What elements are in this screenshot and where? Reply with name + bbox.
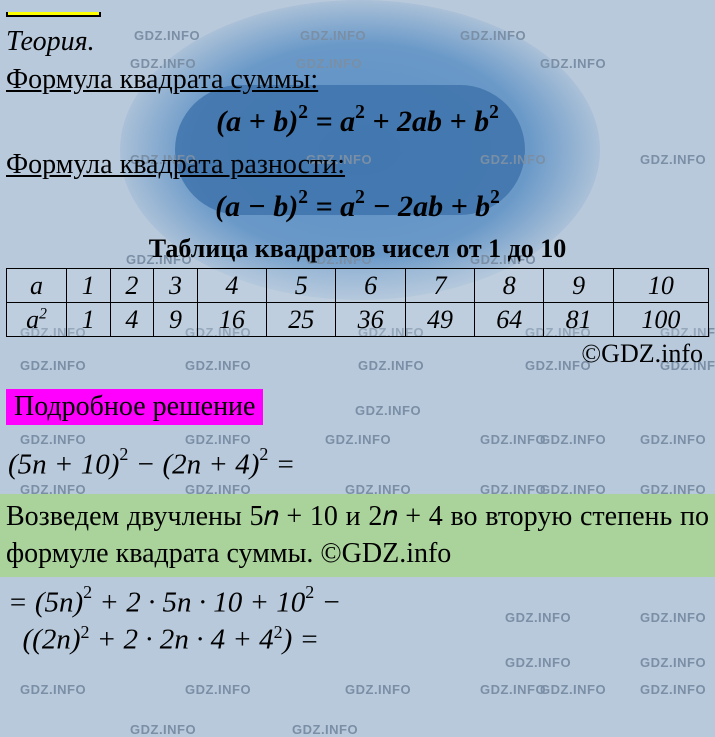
table-cell: 2 <box>110 269 154 303</box>
watermark-text: GDZ.INFO <box>640 682 706 697</box>
table-row-a: a 12345678910 <box>7 269 709 303</box>
watermark-text: GDZ.INFO <box>480 682 546 697</box>
diff-formula-label: Формула квадрата разности: <box>6 149 709 181</box>
watermark-text: GDZ.INFO <box>540 682 606 697</box>
sum-formula: (a + b)2 = a2 + 2ab + b2 <box>6 104 709 139</box>
table-cell: 25 <box>267 303 336 337</box>
solution-expr-2: = (5n)2 + 2 · 5n · 10 + 102 − <box>6 585 709 620</box>
table-cell: 36 <box>336 303 405 337</box>
table-cell: 9 <box>544 269 613 303</box>
sum-formula-label: Формула квадрата суммы: <box>6 64 709 96</box>
watermark-text: GDZ.INFO <box>292 722 358 737</box>
table-row-a2: a2 149162536496481100 <box>7 303 709 337</box>
table-cell: 64 <box>475 303 544 337</box>
watermark-text: GDZ.INFO <box>640 655 706 670</box>
table-cell: 49 <box>405 303 474 337</box>
copyright-text: ©GDZ.info <box>6 339 703 369</box>
table-cell: 1 <box>67 303 111 337</box>
table-cell: 16 <box>197 303 266 337</box>
watermark-text: GDZ.INFO <box>185 682 251 697</box>
table-cell: 8 <box>475 269 544 303</box>
table-cell: 81 <box>544 303 613 337</box>
table-cell: 3 <box>154 269 198 303</box>
theory-title: Теория. <box>6 26 709 58</box>
table-cell: 100 <box>613 303 708 337</box>
watermark-text: GDZ.INFO <box>345 682 411 697</box>
squares-table: a 12345678910 a2 149162536496481100 <box>6 268 709 337</box>
watermark-text: GDZ.INFO <box>20 682 86 697</box>
table-cell: 4 <box>197 269 266 303</box>
solution-expr-1: (5n + 10)2 − (2n + 4)2 = <box>6 447 709 482</box>
table-cell: 4 <box>110 303 154 337</box>
solution-label: Подробное решение <box>6 389 263 425</box>
squares-table-title: Таблица квадратов чисел от 1 до 10 <box>6 234 709 264</box>
table-cell: 9 <box>154 303 198 337</box>
diff-formula: (a − b)2 = a2 − 2ab + b2 <box>6 189 709 224</box>
main-content: Теория. Формула квадрата суммы: (a + b)2… <box>0 0 715 657</box>
table-cell: 5 <box>267 269 336 303</box>
yellow-tab <box>6 12 101 17</box>
table-cell: 7 <box>405 269 474 303</box>
watermark-text: GDZ.INFO <box>130 722 196 737</box>
watermark-text: GDZ.INFO <box>505 655 571 670</box>
row-a-header: a <box>7 269 67 303</box>
table-cell: 10 <box>613 269 708 303</box>
table-cell: 6 <box>336 269 405 303</box>
solution-explanation: Возведем двучлены 5𝑛 + 10 и 2𝑛 + 4 во вт… <box>0 494 715 578</box>
solution-expr-3: ((2n)2 + 2 · 2n · 4 + 42) = <box>6 622 709 657</box>
table-cell: 1 <box>67 269 111 303</box>
row-a2-header: a2 <box>7 303 67 337</box>
